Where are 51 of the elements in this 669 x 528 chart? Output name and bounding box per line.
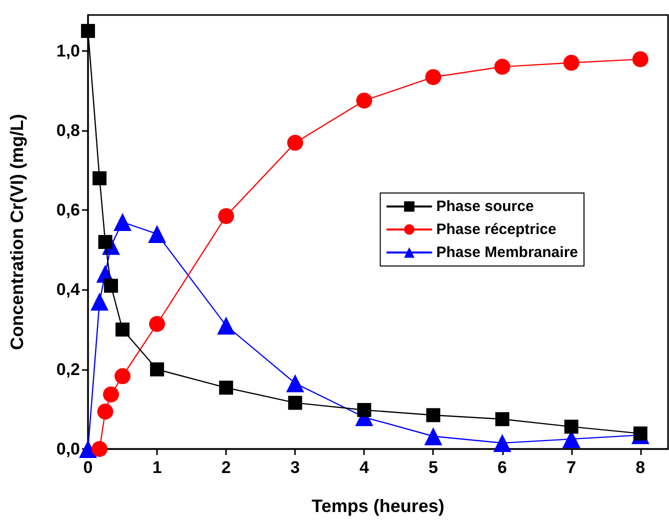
point (632, 51, 648, 68)
point (495, 412, 510, 426)
y-tick-label: 0,8 (56, 120, 80, 140)
point (424, 427, 442, 446)
point (116, 322, 130, 337)
x-tick-label: 1 (152, 458, 162, 477)
y-tick-label: 1,0 (56, 41, 80, 60)
point (103, 386, 119, 402)
x-tick-label: 7 (566, 458, 576, 477)
point (149, 316, 166, 332)
x-tick-label: 4 (359, 458, 370, 477)
point (563, 54, 580, 71)
point (79, 440, 97, 458)
point (81, 24, 95, 38)
x-axis-title: Temps (heures) (312, 496, 444, 516)
y-tick-label: 0,4 (56, 280, 81, 300)
legend-label: Phase source (436, 198, 534, 215)
point (218, 208, 234, 224)
point (217, 316, 236, 335)
point (92, 171, 107, 186)
point (90, 292, 109, 311)
point (425, 69, 442, 86)
x-tick-label: 6 (498, 458, 508, 477)
point (97, 404, 114, 420)
point (219, 380, 234, 395)
x-tick-label: 0 (83, 458, 93, 477)
point (148, 224, 166, 243)
y-tick-label: 0,0 (56, 440, 80, 458)
point (114, 368, 131, 384)
y-axis-title: Concentration Cr(VI) (mg/L) (7, 114, 27, 350)
legend-label: Phase réceptrice (436, 221, 556, 238)
point (286, 374, 304, 392)
x-tick-label: 2 (221, 458, 231, 477)
x-tick-label: 5 (428, 458, 438, 477)
point (564, 420, 578, 434)
legend-label: Phase Membranaire (436, 244, 578, 261)
point (494, 58, 510, 75)
x-tick-label: 3 (290, 458, 300, 477)
point (357, 402, 372, 417)
point (114, 213, 132, 232)
x-tick-label: 8 (636, 458, 646, 477)
point (493, 434, 512, 452)
point (288, 396, 302, 410)
point (92, 441, 108, 457)
point (426, 408, 440, 422)
point (287, 134, 304, 151)
y-tick-label: 0,2 (56, 360, 80, 379)
y-tick-label: 0,6 (56, 200, 80, 220)
point (104, 278, 118, 293)
point (150, 362, 164, 376)
point (356, 92, 372, 109)
